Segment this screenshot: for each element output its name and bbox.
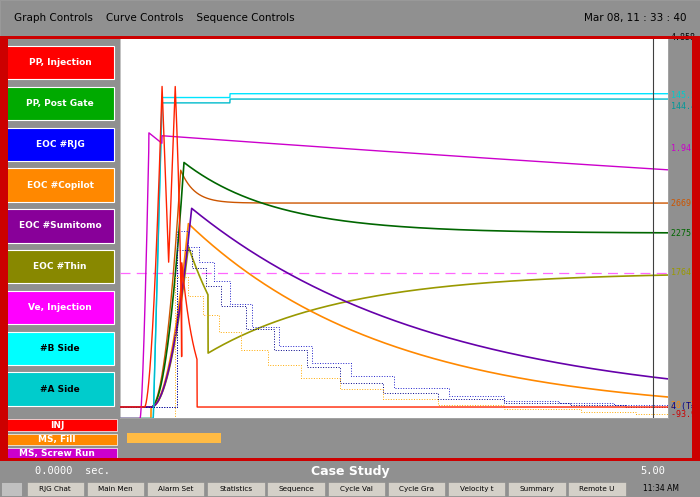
Text: RJG Chat: RJG Chat: [39, 486, 71, 492]
Text: EOC #RJG: EOC #RJG: [36, 140, 85, 149]
Bar: [0, 36, 8, 461]
Text: 4.858: 4.858: [671, 33, 696, 42]
Text: 20 (T=0): 20 (T=0): [671, 401, 700, 410]
Bar: [0, 458, 700, 461]
Text: EOC #Copilot: EOC #Copilot: [27, 180, 94, 189]
Text: PP, Injection: PP, Injection: [29, 58, 92, 67]
Bar: [1, 482, 22, 496]
Text: EOC #Sumitomo: EOC #Sumitomo: [19, 221, 102, 231]
FancyBboxPatch shape: [4, 448, 116, 460]
FancyBboxPatch shape: [6, 86, 114, 120]
Text: EOC #Thin: EOC #Thin: [34, 262, 87, 271]
Text: 5.00: 5.00: [640, 466, 665, 476]
Text: #B Side: #B Side: [41, 344, 80, 353]
Text: Ve, Injection: Ve, Injection: [28, 303, 92, 312]
Bar: [508, 482, 566, 496]
Bar: [267, 482, 325, 496]
Text: Main Men: Main Men: [98, 486, 133, 492]
Text: 0.0000  sec.: 0.0000 sec.: [35, 466, 110, 476]
Text: INJ: INJ: [50, 420, 64, 430]
Text: 1.94 (T=?): 1.94 (T=?): [671, 144, 700, 153]
Text: PP, Post Gate: PP, Post Gate: [27, 99, 94, 108]
Text: 145.5 (T=?): 145.5 (T=?): [671, 91, 700, 100]
Text: Cycle Val: Cycle Val: [340, 486, 372, 492]
FancyBboxPatch shape: [4, 433, 116, 445]
Text: Sequence: Sequence: [278, 486, 314, 492]
Text: Statistics: Statistics: [219, 486, 253, 492]
FancyBboxPatch shape: [6, 128, 114, 161]
Text: Remote U: Remote U: [580, 486, 615, 492]
Text: MS, Fill: MS, Fill: [38, 435, 76, 444]
Text: 1764 (T=0): 1764 (T=0): [671, 268, 700, 277]
Text: MS, Screw Run: MS, Screw Run: [20, 449, 95, 458]
Text: -93.9 (T=0): -93.9 (T=0): [671, 410, 700, 418]
Text: 144.4 (T=?): 144.4 (T=?): [671, 102, 700, 111]
Bar: [568, 482, 626, 496]
Text: Graph Controls    Curve Controls    Sequence Controls: Graph Controls Curve Controls Sequence C…: [14, 13, 295, 23]
FancyBboxPatch shape: [6, 250, 114, 283]
FancyBboxPatch shape: [127, 432, 220, 443]
Text: 2669 (T=2748): 2669 (T=2748): [671, 199, 700, 208]
Text: Alarm Set: Alarm Set: [158, 486, 193, 492]
Bar: [448, 482, 505, 496]
Bar: [0, 36, 700, 39]
FancyBboxPatch shape: [6, 372, 114, 406]
Bar: [27, 482, 84, 496]
Text: 4 (T=56): 4 (T=56): [671, 402, 700, 411]
Bar: [147, 482, 204, 496]
Text: Mar 08, 11 : 33 : 40: Mar 08, 11 : 33 : 40: [584, 13, 686, 23]
Bar: [388, 482, 445, 496]
Text: Velocity t: Velocity t: [460, 486, 494, 492]
Text: #A Side: #A Side: [41, 385, 80, 394]
Bar: [328, 482, 385, 496]
FancyBboxPatch shape: [6, 168, 114, 202]
Bar: [87, 482, 144, 496]
FancyBboxPatch shape: [6, 46, 114, 80]
FancyBboxPatch shape: [6, 209, 114, 243]
FancyBboxPatch shape: [6, 291, 114, 324]
Text: Case Study: Case Study: [311, 465, 389, 478]
Text: Summary: Summary: [519, 486, 554, 492]
Text: 11:34 AM: 11:34 AM: [643, 484, 679, 493]
Text: Cycle Gra: Cycle Gra: [399, 486, 434, 492]
Bar: [692, 36, 700, 461]
Text: 2275 (T=2321): 2275 (T=2321): [671, 229, 700, 238]
FancyBboxPatch shape: [4, 419, 116, 431]
FancyBboxPatch shape: [6, 331, 114, 365]
Bar: [207, 482, 265, 496]
